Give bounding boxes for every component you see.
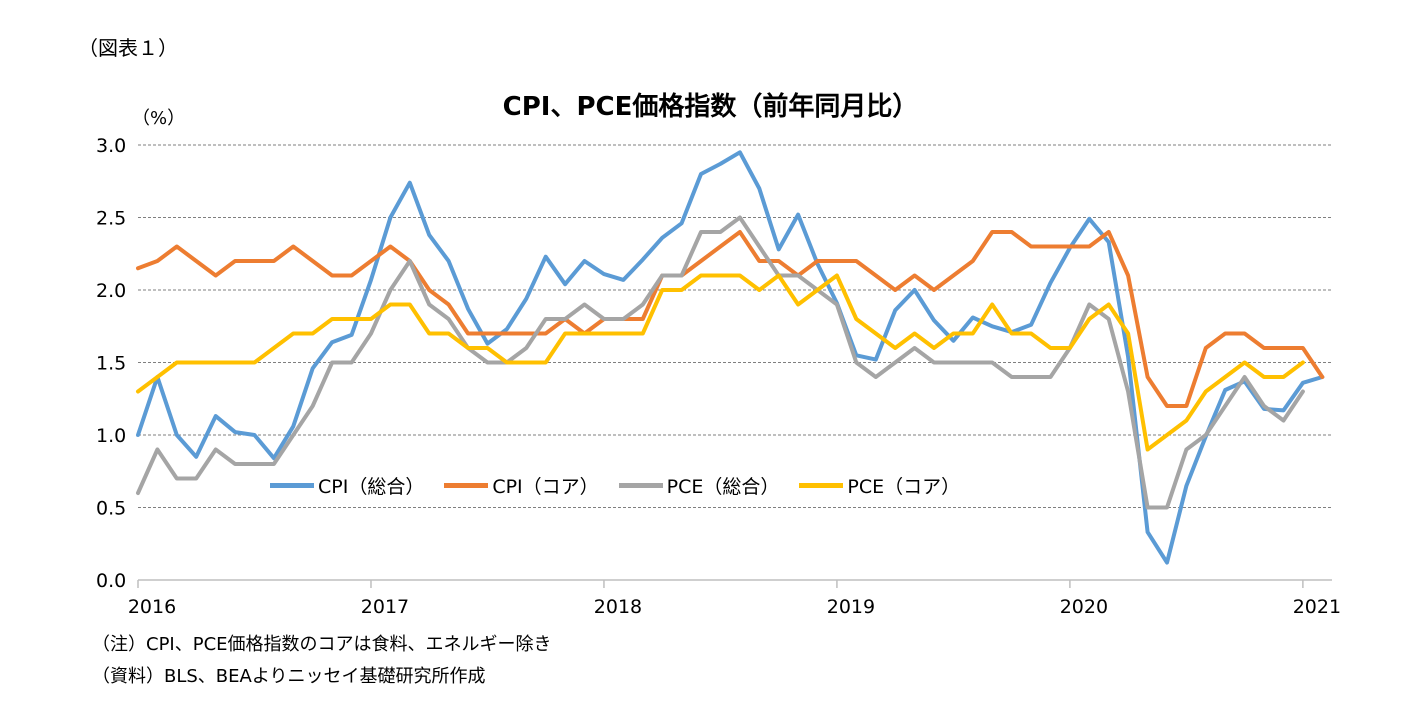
y-tick-label: 2.0: [96, 280, 126, 302]
x-tick-label: 2020: [1060, 596, 1108, 618]
legend-label-pce-total: PCE（総合）: [666, 476, 780, 498]
legend-label-cpi-core: CPI（コア）: [492, 476, 599, 498]
legend-swatch-cpi-total: [270, 483, 314, 488]
x-tick-label: 2016: [128, 596, 176, 618]
y-axis-unit-label: （%）: [132, 108, 186, 129]
legend: CPI（総合） CPI（コア） PCE（総合） PCE（コア）: [270, 472, 980, 499]
gridlines: [138, 144, 1332, 508]
legend-swatch-pce-core: [799, 483, 844, 488]
series-lines: [136, 150, 1325, 565]
x-tick-label: 2017: [361, 596, 409, 618]
legend-swatch-pce-total: [618, 483, 663, 488]
legend-item-cpi-core: CPI（コア）: [444, 472, 599, 499]
y-tick-label: 0.5: [96, 498, 126, 520]
legend-label-cpi-total: CPI（総合）: [318, 476, 425, 498]
legend-item-pce-core: PCE（コア）: [799, 472, 960, 499]
footnote: （注）CPI、PCE価格指数のコアは食料、エネルギー除き: [92, 634, 552, 655]
series-line-1: [136, 230, 1325, 408]
source-note: （資料）BLS、BEAよりニッセイ基礎研究所作成: [92, 666, 486, 687]
y-tick-label: 3.0: [96, 135, 126, 157]
x-tick-label: 2018: [594, 596, 642, 618]
figure-label: （図表１）: [78, 36, 178, 60]
x-tick-label: 2021: [1293, 596, 1341, 618]
series-line-3: [136, 273, 1305, 452]
x-tick-label: 2019: [827, 596, 875, 618]
axes: 0.0 0.5 1.0 1.5 2.0 2.5 3.0 2016 2017 2018 2019 202…: [96, 135, 1341, 618]
series-line-2: [136, 215, 1305, 510]
y-tick-label: 0.0: [96, 570, 126, 592]
y-tick-label: 1.5: [96, 353, 126, 375]
chart-title: CPI、PCE価格指数（前年同月比）: [502, 92, 919, 122]
legend-item-cpi-total: CPI（総合）: [270, 472, 424, 499]
legend-label-pce-core: PCE（コア）: [847, 476, 961, 498]
legend-swatch-cpi-core: [444, 483, 489, 488]
y-tick-label: 1.0: [96, 425, 126, 447]
y-tick-label: 2.5: [96, 208, 126, 230]
legend-item-pce-total: PCE（総合）: [618, 472, 780, 499]
series-line-0: [136, 150, 1325, 565]
